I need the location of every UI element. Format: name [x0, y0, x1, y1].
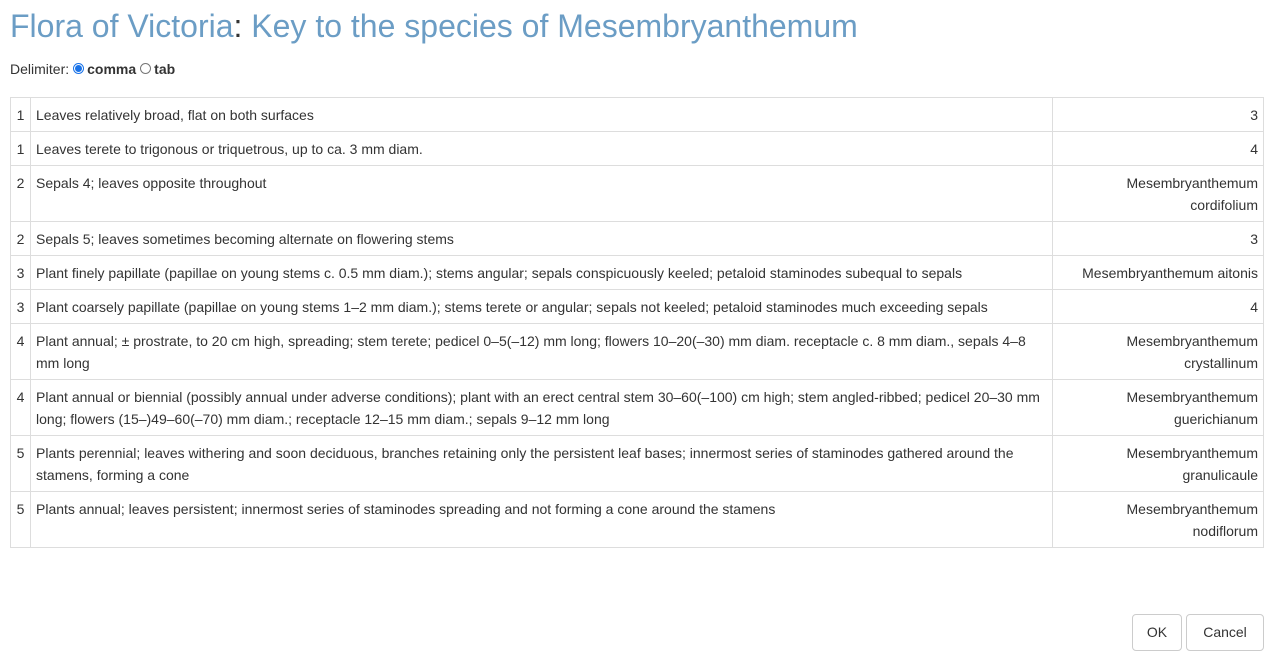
- table-row: 3 Plant coarsely papillate (papillae on …: [9, 289, 1265, 324]
- lead-result[interactable]: Mesembryanthemum crystallinum: [1051, 323, 1265, 380]
- lead-number: 2: [9, 165, 32, 222]
- lead-number: 3: [9, 255, 32, 290]
- delimiter-label: Delimiter:: [10, 61, 70, 77]
- lead-number: 3: [9, 289, 32, 324]
- lead-number: 5: [9, 435, 32, 492]
- lead-description: Plant coarsely papillate (papillae on yo…: [30, 289, 1053, 324]
- ok-button[interactable]: OK: [1132, 614, 1182, 651]
- table-row: 4 Plant annual; ± prostrate, to 20 cm hi…: [9, 323, 1265, 380]
- lead-description: Plants perennial; leaves withering and s…: [30, 435, 1053, 492]
- lead-description: Leaves terete to trigonous or triquetrou…: [30, 131, 1053, 166]
- lead-result[interactable]: 4: [1051, 289, 1265, 324]
- dialog-buttons: OK Cancel: [1132, 614, 1264, 651]
- lead-description: Sepals 5; leaves sometimes becoming alte…: [30, 221, 1053, 256]
- lead-result[interactable]: 3: [1051, 97, 1265, 132]
- lead-result[interactable]: Mesembryanthemum guerichianum: [1051, 379, 1265, 436]
- lead-number: 1: [9, 97, 32, 132]
- title-separator: :: [233, 8, 243, 44]
- page-title: Flora of Victoria: Key to the species of…: [10, 6, 858, 46]
- table-row: 5 Plants annual; leaves persistent; inne…: [9, 491, 1265, 548]
- lead-number: 2: [9, 221, 32, 256]
- radio-comma-label[interactable]: comma: [87, 61, 137, 77]
- cancel-button[interactable]: Cancel: [1186, 614, 1264, 651]
- title-prefix: Flora of Victoria: [10, 8, 234, 44]
- lead-result[interactable]: Mesembryanthemum granulicaule: [1051, 435, 1265, 492]
- lead-result[interactable]: Mesembryanthemum nodiflorum: [1051, 491, 1265, 548]
- table-row: 2 Sepals 5; leaves sometimes becoming al…: [9, 221, 1265, 256]
- lead-description: Leaves relatively broad, flat on both su…: [30, 97, 1053, 132]
- table-row: 1 Leaves terete to trigonous or triquetr…: [9, 131, 1265, 166]
- table-row: 4 Plant annual or biennial (possibly ann…: [9, 379, 1265, 436]
- lead-description: Plants annual; leaves persistent; innerm…: [30, 491, 1053, 548]
- lead-result[interactable]: 3: [1051, 221, 1265, 256]
- lead-description: Plant annual or biennial (possibly annua…: [30, 379, 1053, 436]
- key-table: 1 Leaves relatively broad, flat on both …: [9, 97, 1265, 548]
- lead-result[interactable]: 4: [1051, 131, 1265, 166]
- table-row: 3 Plant finely papillate (papillae on yo…: [9, 255, 1265, 290]
- radio-tab[interactable]: [140, 62, 152, 74]
- lead-result[interactable]: Mesembryanthemum aitonis: [1051, 255, 1265, 290]
- radio-tab-label[interactable]: tab: [154, 61, 176, 77]
- delimiter-selector: Delimiter: comma tab: [10, 58, 175, 80]
- table-row: 1 Leaves relatively broad, flat on both …: [9, 97, 1265, 132]
- lead-result[interactable]: Mesembryanthemum cordifolium: [1051, 165, 1265, 222]
- table-row: 5 Plants perennial; leaves withering and…: [9, 435, 1265, 492]
- lead-number: 1: [9, 131, 32, 166]
- lead-description: Sepals 4; leaves opposite throughout: [30, 165, 1053, 222]
- lead-number: 4: [9, 323, 32, 380]
- lead-description: Plant annual; ± prostrate, to 20 cm high…: [30, 323, 1053, 380]
- lead-number: 4: [9, 379, 32, 436]
- title-main: Key to the species of Mesembryanthemum: [251, 8, 858, 44]
- lead-number: 5: [9, 491, 32, 548]
- radio-comma[interactable]: [73, 62, 85, 74]
- lead-description: Plant finely papillate (papillae on youn…: [30, 255, 1053, 290]
- table-row: 2 Sepals 4; leaves opposite throughout M…: [9, 165, 1265, 222]
